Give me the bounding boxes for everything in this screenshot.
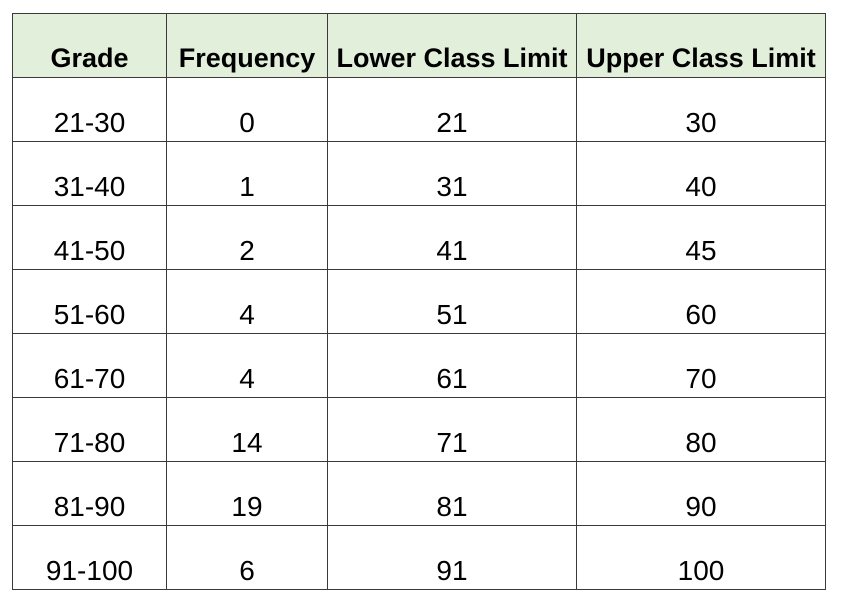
cell-frequency: 1 — [166, 141, 328, 206]
cell-upper-limit: 70 — [576, 333, 826, 398]
cell-lower-limit: 91 — [327, 525, 577, 590]
cell-upper-limit: 40 — [576, 141, 826, 206]
table-row: 21-30 0 21 30 — [12, 77, 826, 142]
cell-frequency: 0 — [166, 77, 328, 142]
table-row: 51-60 4 51 60 — [12, 269, 826, 334]
cell-lower-limit: 81 — [327, 461, 577, 526]
cell-grade: 51-60 — [12, 269, 167, 334]
cell-frequency: 4 — [166, 333, 328, 398]
header-frequency: Frequency — [166, 13, 328, 78]
header-grade: Grade — [12, 13, 167, 78]
cell-lower-limit: 71 — [327, 397, 577, 462]
table-row: 31-40 1 31 40 — [12, 141, 826, 206]
cell-lower-limit: 41 — [327, 205, 577, 270]
cell-grade: 41-50 — [12, 205, 167, 270]
header-row: Grade Frequency Lower Class Limit Upper … — [12, 13, 826, 78]
cell-upper-limit: 80 — [576, 397, 826, 462]
cell-grade: 61-70 — [12, 333, 167, 398]
header-lower-class-limit: Lower Class Limit — [327, 13, 577, 78]
cell-frequency: 4 — [166, 269, 328, 334]
cell-grade: 81-90 — [12, 461, 167, 526]
cell-upper-limit: 60 — [576, 269, 826, 334]
cell-grade: 71-80 — [12, 397, 167, 462]
cell-grade: 91-100 — [12, 525, 167, 590]
cell-lower-limit: 61 — [327, 333, 577, 398]
table-row: 41-50 2 41 45 — [12, 205, 826, 270]
cell-grade: 21-30 — [12, 77, 167, 142]
cell-grade: 31-40 — [12, 141, 167, 206]
table-row: 71-80 14 71 80 — [12, 397, 826, 462]
cell-upper-limit: 100 — [576, 525, 826, 590]
table-row: 81-90 19 81 90 — [12, 461, 826, 526]
cell-lower-limit: 21 — [327, 77, 577, 142]
table-row: 91-100 6 91 100 — [12, 525, 826, 590]
cell-frequency: 6 — [166, 525, 328, 590]
frequency-table: Grade Frequency Lower Class Limit Upper … — [12, 13, 826, 590]
cell-upper-limit: 30 — [576, 77, 826, 142]
cell-frequency: 14 — [166, 397, 328, 462]
cell-frequency: 2 — [166, 205, 328, 270]
cell-lower-limit: 31 — [327, 141, 577, 206]
table-row: 61-70 4 61 70 — [12, 333, 826, 398]
cell-upper-limit: 90 — [576, 461, 826, 526]
header-upper-class-limit: Upper Class Limit — [576, 13, 826, 78]
cell-lower-limit: 51 — [327, 269, 577, 334]
cell-upper-limit: 45 — [576, 205, 826, 270]
cell-frequency: 19 — [166, 461, 328, 526]
